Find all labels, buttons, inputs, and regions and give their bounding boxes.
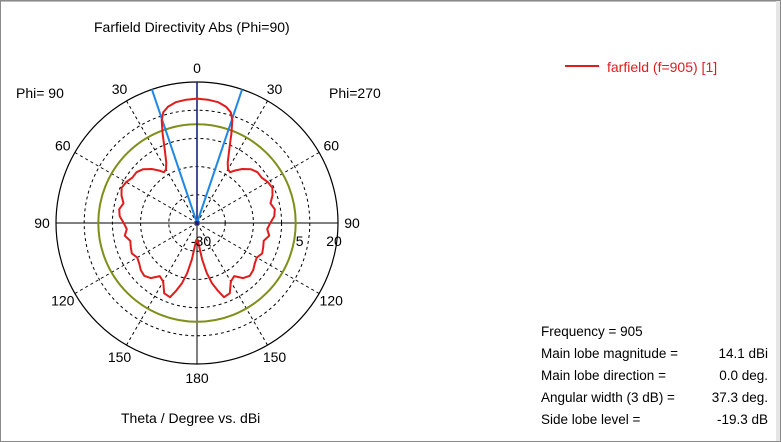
angle-tick-label: 0 [193,60,201,76]
pattern-point [266,228,268,230]
angle-tick-label: 90 [344,215,360,231]
pattern-point [231,119,233,121]
angle-tick-label: 180 [185,370,209,386]
pattern-point [273,215,275,217]
pattern-point [229,171,231,173]
pattern-point [274,208,276,210]
pattern-point [250,168,252,170]
pattern-point [217,101,219,103]
pattern-point [268,235,270,237]
main-lobe-magnitude-row: Main lobe magnitude = 14.1 dBi [541,343,776,365]
phi-left-label: Phi= 90 [16,85,64,101]
angle-tick-label: 150 [108,349,132,365]
pattern-point [256,256,258,259]
pattern-point [263,240,265,242]
main-lobe-direction-row: Main lobe direction = 0.0 deg. [541,365,776,387]
pattern-point [229,292,231,294]
pattern-point [217,289,219,292]
radial-tick-label: 5 [296,233,304,249]
angle-tick-label: 90 [34,215,50,231]
pattern-point [271,194,274,197]
pattern-point [225,106,227,108]
beamwidth-line [150,89,198,224]
window-top-border [1,1,780,2]
radial-tick-label: -30 [191,233,211,249]
side-lobe-value: -19.3 dB [716,412,768,427]
main-lobe-direction-label: Main lobe direction = [541,368,666,383]
grid-spoke [74,152,198,224]
pattern-point [256,171,259,173]
pattern-point [249,275,251,277]
pattern-point [196,239,199,241]
side-lobe-label: Side lobe level = [541,412,641,427]
main-lobe-magnitude-value: 14.1 dBi [718,346,768,361]
pattern-point [269,222,271,224]
beam-markers [97,82,297,323]
angular-width-label: Angular width (3 dB) = [541,390,675,405]
pattern-point [241,168,243,170]
side-lobe-row: Side lobe level = -19.3 dB [541,409,776,431]
angle-tick-label: 150 [263,349,287,365]
pattern-point [234,169,236,172]
radial-tick-label: 20 [326,233,342,249]
pattern-point [262,246,264,248]
pattern-point [230,281,232,283]
chart-title: Farfield Directivity Abs (Phi=90) [94,19,290,35]
grid-spoke [196,152,320,224]
pattern-point [271,187,273,189]
pattern-point [201,258,203,260]
pattern-point [230,132,232,135]
pattern-point [196,242,198,244]
phi-right-label: Phi=270 [329,85,381,101]
right-edge-bar [776,1,780,441]
center-dot [194,220,200,226]
pattern-point [269,202,272,204]
main-lobe-direction-value: 0.0 deg. [719,368,768,383]
pattern-point [211,282,213,284]
pattern-point [196,98,198,100]
angle-tick-label: 30 [112,81,128,97]
result-summary: Frequency = 905 Main lobe magnitude = 14… [541,321,776,431]
series-layer [118,97,276,299]
angle-tick-label: 120 [320,293,344,309]
pattern-point [227,168,229,170]
pattern-point [207,99,209,101]
angular-width-value: 37.3 deg. [711,390,768,405]
legend-label: farfield (f=905) [1] [607,59,718,75]
angle-tick-label: 30 [267,81,283,97]
beamwidth-line [196,89,244,224]
x-axis-label: Theta / Degree vs. dBi [121,410,261,426]
pattern-point [233,275,235,277]
main-lobe-magnitude-label: Main lobe magnitude = [541,346,678,361]
angle-tick-label: 60 [323,138,339,154]
pattern-point [261,177,263,179]
pattern-point [254,262,256,265]
frequency-row: Frequency = 905 [541,321,776,343]
pattern-point [198,244,200,247]
angle-tick-label: 60 [55,138,71,154]
pattern-point [227,162,229,164]
frequency-text: Frequency = 905 [541,324,643,339]
legend-swatch [565,65,599,67]
pattern-point [267,181,269,183]
pattern-point [230,111,232,114]
tick-labels: 0 30 60 90 120 150 180 30 60 90 120 150 -30 5 20 [34,60,360,386]
pattern-point [206,272,208,274]
angular-width-row: Angular width (3 dB) = 37.3 deg. [541,387,776,409]
grid-spoke [74,222,198,294]
grid-spoke [126,222,198,346]
pattern-point [223,296,225,298]
angle-tick-label: 120 [51,293,75,309]
pattern-point [242,277,244,279]
pattern-point [228,150,230,152]
pattern-point [252,269,254,271]
pattern-point [261,252,263,254]
